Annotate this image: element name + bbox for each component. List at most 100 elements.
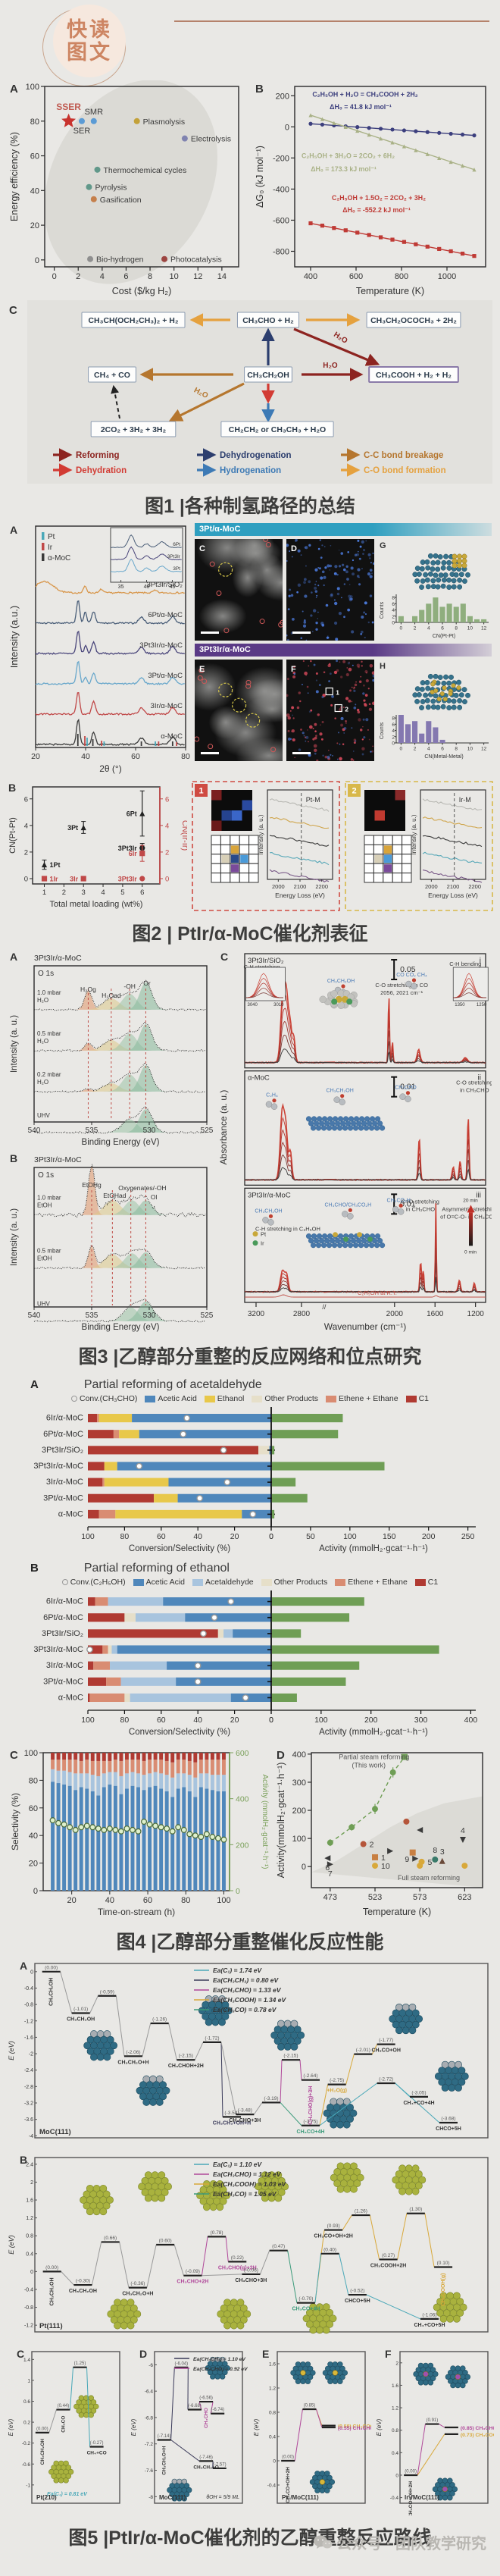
svg-text:-1.2: -1.2 <box>24 2019 33 2024</box>
svg-text:(1.30): (1.30) <box>409 2207 422 2212</box>
svg-text:100: 100 <box>26 83 39 92</box>
svg-text:(-2.15): (-2.15) <box>179 2054 193 2059</box>
legend-item: Conv.(C₂H₅OH) <box>61 1578 126 1587</box>
svg-text:(-1.77): (-1.77) <box>379 2038 393 2043</box>
svg-text:(-1.01): (-1.01) <box>73 2007 88 2012</box>
svg-text:-0.4: -0.4 <box>390 2496 399 2501</box>
svg-text:20: 20 <box>230 1532 239 1541</box>
svg-text:-7.2: -7.2 <box>145 2442 154 2447</box>
svg-text:50: 50 <box>306 1532 315 1541</box>
svg-text:(-3.48): (-3.48) <box>238 2108 252 2114</box>
svg-text:(0.73) CH₃COOH: (0.73) CH₃COOH <box>461 2433 494 2438</box>
svg-text:CH₃CO₂H: CH₃CO₂H <box>387 1198 411 1203</box>
fig4-ethanol-bars: 6Ir/α-MoC 6Pt/α-MoC 3Pt3Ir/SiO₂ 3Pt3Ir/α-Mo… <box>6 1589 494 1741</box>
svg-text:CH₃CH₃+OH+H: CH₃CH₃+OH+H <box>213 2120 251 2126</box>
svg-text:EtOH: EtOH <box>37 1202 52 1209</box>
svg-text:EtOHad: EtOHad <box>103 1192 127 1199</box>
svg-text:0.2: 0.2 <box>23 2421 30 2426</box>
svg-text:Energy efficiency (%): Energy efficiency (%) <box>9 132 20 221</box>
svg-text:0: 0 <box>30 2270 33 2275</box>
svg-text:(-0.70): (-0.70) <box>298 2296 313 2302</box>
svg-text:Ea(CH₃CO) = 0.78 eV: Ea(CH₃CO) = 0.78 eV <box>213 2006 277 2013</box>
watermark: 公众号 · 团队教学研究 <box>313 2531 486 2553</box>
svg-text:(-6.68): (-6.68) <box>188 2404 202 2408</box>
legend-item: C1 <box>405 1394 429 1403</box>
svg-text:-1: -1 <box>26 2483 30 2488</box>
svg-text:Absorbance (a. u.): Absorbance (a. u.) <box>219 1090 229 1165</box>
legend-item: Acetic Acid <box>145 1394 197 1403</box>
svg-text:0: 0 <box>269 1716 273 1725</box>
svg-text:0.8: 0.8 <box>269 2411 276 2416</box>
svg-text:CH₃CHO: CH₃CHO <box>395 1086 417 1091</box>
fig5-energy-diagram-moc: 0 -0.4 -0.8 -1.2 -1.6 -2 -2.4 -2.8 -3.2 -3.6 -4 E (… <box>6 1959 494 2150</box>
svg-text:Pt: Pt <box>48 533 55 541</box>
svg-text:(0.27): (0.27) <box>382 2253 395 2258</box>
svg-text:Intensity (a. u.): Intensity (a. u.) <box>258 814 264 854</box>
svg-text:45: 45 <box>170 584 176 590</box>
svg-text:CH₃COOH + H₂ + H₂: CH₃COOH + H₂ + H₂ <box>376 371 452 380</box>
svg-text:400: 400 <box>464 1716 478 1725</box>
svg-text:6: 6 <box>325 1863 330 1872</box>
svg-text:F: F <box>291 665 296 674</box>
svg-text:0.8: 0.8 <box>26 2234 33 2239</box>
svg-text:H: H <box>380 662 386 671</box>
fig2-haadf-image-C: C <box>195 522 306 641</box>
svg-text:2: 2 <box>345 706 348 713</box>
svg-text:Conversion/Selectivity (%): Conversion/Selectivity (%) <box>129 1728 230 1737</box>
svg-text:Conversion/Selectivity (%): Conversion/Selectivity (%) <box>129 1544 230 1553</box>
svg-text:O 1s: O 1s <box>38 1171 54 1180</box>
svg-text:C-O bond formation: C-O bond formation <box>364 466 446 475</box>
svg-text:(-1.72): (-1.72) <box>205 2035 219 2041</box>
fig2-microscopy-panels: 3Pt/α-MoC C D G 0 2 4 6 8 0 2 4 6 8 10 12 CN(Pt-Pt) C… <box>183 522 492 774</box>
svg-text:CH₃CH₂O+H: CH₃CH₂O+H <box>162 2446 167 2475</box>
svg-text:1.2: 1.2 <box>26 2216 33 2221</box>
watermark-text: 公众号 · 团队教学研究 <box>336 2536 486 2552</box>
svg-text:0.01: 0.01 <box>400 1083 416 1092</box>
svg-text:CH₄ + CO: CH₄ + CO <box>94 371 130 380</box>
svg-text:3Pt: 3Pt <box>67 824 78 832</box>
svg-text:0: 0 <box>52 272 57 281</box>
legend-item: Conv.(CH₃CHO) <box>71 1394 137 1403</box>
svg-text:-2.4: -2.4 <box>24 2068 33 2073</box>
svg-text:4: 4 <box>24 822 28 830</box>
svg-text:SMR: SMR <box>85 108 104 117</box>
svg-text:20: 20 <box>30 221 39 230</box>
svg-text:CH₃CH₂OCOCH₃ + 2H₂: CH₃CH₂OCOCH₃ + 2H₂ <box>370 316 457 325</box>
fig2-banner-3pt: 3Pt/α-MoC <box>195 523 492 536</box>
svg-text:0.6: 0.6 <box>23 2399 30 2405</box>
svg-text:C-H stretching: C-H stretching <box>244 964 280 970</box>
svg-text:40: 40 <box>193 1716 202 1725</box>
svg-text:(0.85) CH₃CHO: (0.85) CH₃CHO <box>461 2426 494 2431</box>
svg-text:4: 4 <box>100 272 105 281</box>
svg-text:0: 0 <box>392 741 395 747</box>
svg-text:535: 535 <box>86 1312 98 1320</box>
svg-text:-0.2: -0.2 <box>22 2441 31 2446</box>
svg-text:CH₃CO+4H: CH₃CO+4H <box>297 2129 325 2135</box>
svg-text:D: D <box>139 2348 147 2360</box>
svg-text:8: 8 <box>392 596 395 601</box>
svg-text:(-0.36): (-0.36) <box>130 2281 145 2286</box>
svg-text:4: 4 <box>392 729 395 734</box>
svg-text:150: 150 <box>383 1532 396 1541</box>
svg-text:(0.47): (0.47) <box>272 2244 285 2249</box>
svg-text:0.8: 0.8 <box>392 2428 398 2433</box>
svg-text:8: 8 <box>455 747 458 752</box>
svg-text:100: 100 <box>314 1716 328 1725</box>
svg-text:2: 2 <box>24 848 28 857</box>
fig3-xps-water: 3Pt3Ir/α-MoC O 1s 1.0 mbar H₂O 0.5 mbar H₂O 0.… <box>8 951 214 1149</box>
svg-text:-2: -2 <box>29 2052 33 2057</box>
svg-text:Intensity (a. u.): Intensity (a. u.) <box>10 1208 19 1266</box>
svg-text:3Pt3Ir/SiO₂: 3Pt3Ir/SiO₂ <box>42 1629 83 1638</box>
svg-text:3Pt3Ir: 3Pt3Ir <box>167 554 181 559</box>
svg-text:(-0.52): (-0.52) <box>350 2289 364 2294</box>
svg-text:Or: Or <box>143 979 151 987</box>
svg-text:Wavenumber (cm⁻¹): Wavenumber (cm⁻¹) <box>324 1321 407 1332</box>
svg-text:CHCO+5H: CHCO+5H <box>345 2299 370 2304</box>
svg-text:6: 6 <box>165 795 169 804</box>
fig2-particle-model-H: H <box>378 660 492 713</box>
fig2-cn-histogram-G: 0 2 4 6 8 0 2 4 6 8 10 12 CN(Pt-Pt) Counts <box>378 592 492 639</box>
svg-text:525: 525 <box>201 1127 214 1135</box>
svg-text:1.6: 1.6 <box>26 2198 33 2204</box>
svg-text:600: 600 <box>236 1749 249 1758</box>
svg-text:300: 300 <box>414 1716 428 1725</box>
